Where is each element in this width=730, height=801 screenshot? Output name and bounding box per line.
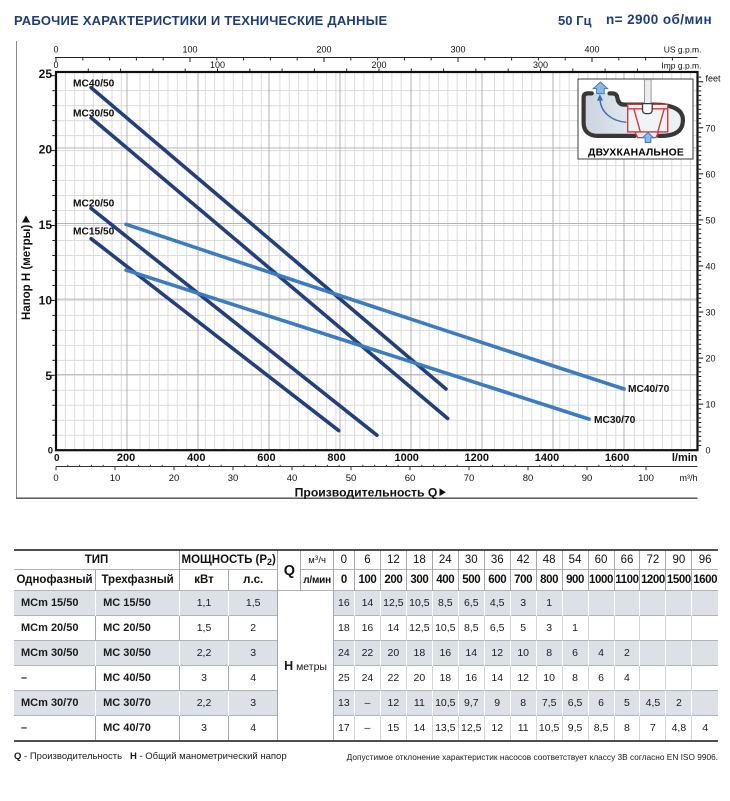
svg-text:MC40/70: MC40/70 [628, 384, 670, 395]
svg-text:10: 10 [706, 400, 716, 410]
svg-text:0: 0 [48, 446, 53, 457]
svg-text:40: 40 [287, 473, 298, 484]
svg-text:0: 0 [53, 45, 58, 55]
svg-text:MC30/50: MC30/50 [73, 109, 115, 120]
svg-text:Напор H (метры): Напор H (метры) [21, 225, 33, 320]
svg-text:200: 200 [371, 60, 386, 70]
svg-text:ДВУХКАНАЛЬНОЕ: ДВУХКАНАЛЬНОЕ [588, 147, 684, 158]
svg-text:400: 400 [584, 45, 599, 55]
svg-text:US g.p.m.: US g.p.m. [664, 45, 702, 55]
svg-text:0: 0 [53, 473, 58, 484]
svg-text:Производительность Q: Производительность Q [295, 485, 438, 499]
svg-text:MC20/50: MC20/50 [73, 199, 115, 210]
svg-text:Imp g.p.m.: Imp g.p.m. [661, 61, 701, 71]
svg-text:MC30/70: MC30/70 [594, 415, 636, 426]
svg-text:100: 100 [638, 473, 654, 484]
svg-text:1600: 1600 [605, 452, 629, 464]
svg-text:MC40/50: MC40/50 [73, 79, 115, 90]
svg-text:80: 80 [523, 473, 534, 484]
svg-text:l/min: l/min [672, 452, 698, 464]
svg-text:50: 50 [346, 473, 357, 484]
svg-text:60: 60 [405, 473, 416, 484]
svg-text:300: 300 [450, 45, 465, 55]
svg-text:15: 15 [39, 218, 53, 232]
svg-text:MC15/50: MC15/50 [73, 227, 115, 238]
svg-text:40: 40 [706, 262, 716, 272]
svg-text:5: 5 [45, 369, 52, 383]
svg-text:800: 800 [327, 452, 345, 464]
svg-text:10: 10 [39, 294, 53, 308]
svg-text:1200: 1200 [465, 452, 489, 464]
svg-text:60: 60 [706, 169, 716, 179]
svg-text:100: 100 [182, 45, 197, 55]
svg-text:30: 30 [228, 473, 239, 484]
svg-text:25: 25 [39, 67, 53, 81]
svg-text:10: 10 [110, 473, 121, 484]
svg-text:90: 90 [582, 473, 593, 484]
svg-text:70: 70 [706, 123, 716, 133]
svg-text:300: 300 [533, 60, 548, 70]
svg-text:20: 20 [169, 473, 180, 484]
svg-text:70: 70 [464, 473, 475, 484]
svg-text:0: 0 [54, 453, 60, 464]
svg-text:feet: feet [706, 74, 722, 84]
svg-text:1400: 1400 [535, 452, 559, 464]
svg-text:0: 0 [706, 446, 711, 456]
svg-text:0: 0 [53, 60, 58, 70]
svg-text:m³/h: m³/h [680, 473, 698, 483]
svg-text:100: 100 [210, 60, 225, 70]
svg-text:30: 30 [706, 308, 716, 318]
svg-text:600: 600 [257, 452, 275, 464]
svg-text:200: 200 [316, 45, 331, 55]
svg-text:200: 200 [117, 452, 135, 464]
svg-text:20: 20 [706, 354, 716, 364]
svg-text:400: 400 [187, 452, 205, 464]
svg-text:50: 50 [706, 215, 716, 225]
svg-text:20: 20 [39, 143, 53, 157]
svg-text:1000: 1000 [394, 452, 418, 464]
